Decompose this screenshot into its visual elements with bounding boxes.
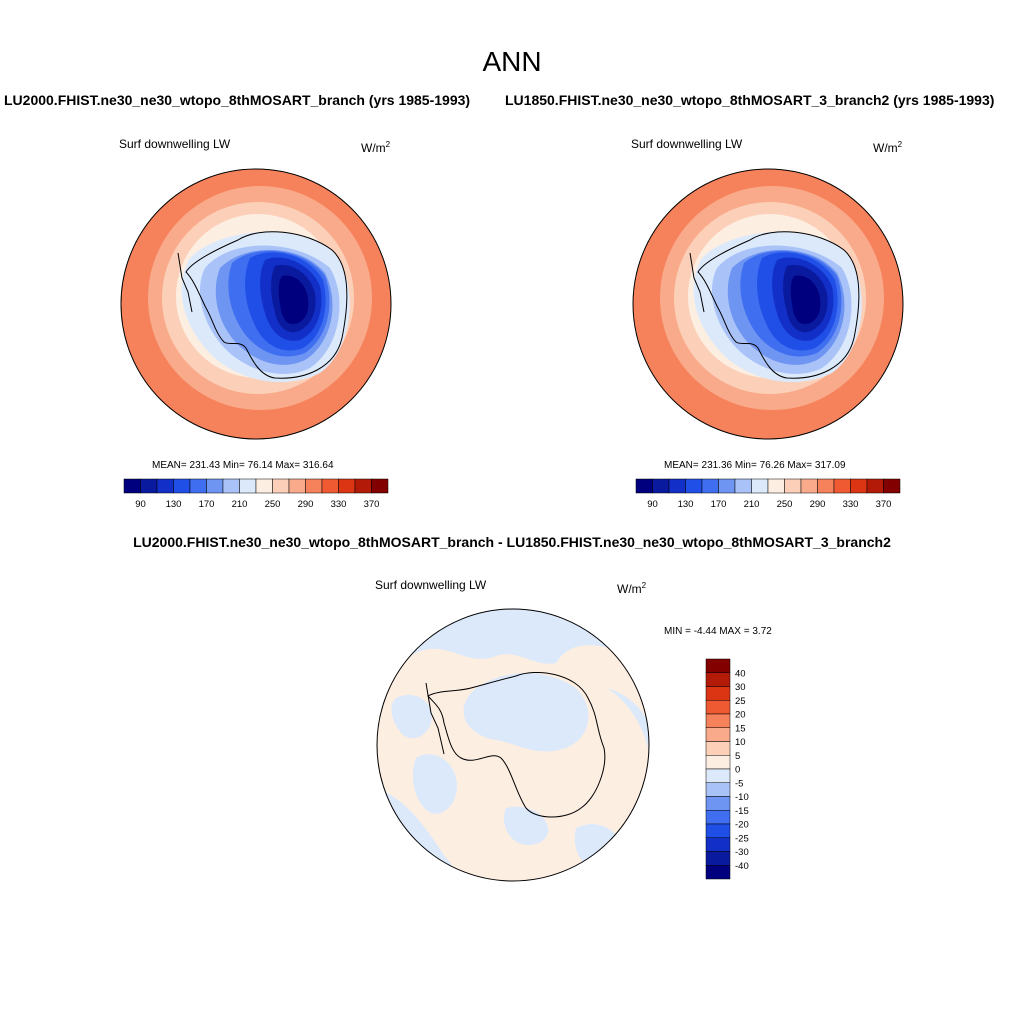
diff-variable-label: Surf downwelling LW: [375, 578, 487, 592]
colorbar-swatch: [705, 713, 731, 728]
colorbar-tick-label: 250: [777, 499, 793, 510]
colorbar-swatch: [705, 851, 731, 866]
colorbar-swatch: [705, 782, 731, 797]
colorbar-swatch: [123, 478, 141, 494]
colorbar-swatch: [140, 478, 158, 494]
colorbar-swatch: [705, 700, 731, 715]
colorbar-tick-label: 5: [735, 751, 740, 762]
right-polar-map: [632, 168, 904, 440]
colorbar-swatch: [705, 658, 731, 673]
colorbar-swatch: [288, 478, 306, 494]
left-unit-label: W/m2: [361, 140, 391, 155]
colorbar-tick-label: -30: [735, 847, 749, 858]
colorbar-swatch: [255, 478, 273, 494]
colorbar-swatch: [800, 478, 818, 494]
colorbar-swatch: [833, 478, 851, 494]
colorbar-swatch: [883, 478, 901, 494]
left-colorbar: 90 130 170 210 250 290 330 370: [123, 478, 389, 510]
colorbar-swatch: [371, 478, 389, 494]
colorbar-swatch: [705, 823, 731, 838]
colorbar-tick-label: 250: [265, 499, 281, 510]
colorbar-tick-label: 210: [744, 499, 760, 510]
colorbar-swatch: [305, 478, 323, 494]
colorbar-swatch: [354, 478, 372, 494]
left-case-title: LU2000.FHIST.ne30_ne30_wtopo_8thMOSART_b…: [4, 92, 471, 108]
colorbar-swatch: [239, 478, 257, 494]
colorbar-tick-label: 20: [735, 710, 746, 721]
colorbar-swatch: [668, 478, 686, 494]
colorbar-swatch: [156, 478, 174, 494]
colorbar-tick-label: 130: [678, 499, 694, 510]
right-case-title: LU1850.FHIST.ne30_ne30_wtopo_8thMOSART_3…: [505, 92, 995, 108]
colorbar-tick-label: 0: [735, 765, 740, 776]
colorbar-swatch: [705, 837, 731, 852]
colorbar-swatch: [718, 478, 736, 494]
colorbar-swatch: [705, 768, 731, 783]
colorbar-swatch: [866, 478, 884, 494]
colorbar-tick-label: -5: [735, 778, 743, 789]
colorbar-tick-label: 290: [298, 499, 314, 510]
colorbar-swatch: [705, 741, 731, 756]
colorbar-tick-label: 90: [135, 499, 146, 510]
right-colorbar: 90 130 170 210 250 290 330 370: [635, 478, 901, 510]
colorbar-swatch: [705, 796, 731, 811]
right-variable-label: Surf downwelling LW: [631, 137, 743, 151]
colorbar-swatch: [173, 478, 191, 494]
colorbar-swatch: [222, 478, 240, 494]
difference-title: LU2000.FHIST.ne30_ne30_wtopo_8thMOSART_b…: [133, 534, 891, 550]
colorbar-swatch: [701, 478, 719, 494]
colorbar-tick-label: 25: [735, 696, 746, 707]
difference-polar-map: [376, 608, 650, 882]
difference-colorbar: 40 30 25 20 15 10 5 0 -5 -10 -15 -20 -25 -30 -40: [705, 658, 749, 880]
colorbar-swatch: [850, 478, 868, 494]
figure-title: ANN: [482, 46, 542, 77]
colorbar-swatch: [817, 478, 835, 494]
colorbar-swatch: [338, 478, 356, 494]
colorbar-swatch: [685, 478, 703, 494]
right-stats: MEAN= 231.36 Min= 76.26 Max= 317.09: [664, 460, 846, 471]
left-variable-label: Surf downwelling LW: [119, 137, 231, 151]
left-polar-map: [120, 168, 392, 440]
colorbar-swatch: [705, 686, 731, 701]
colorbar-swatch: [784, 478, 802, 494]
right-unit-label: W/m2: [873, 140, 903, 155]
colorbar-tick-label: 30: [735, 682, 746, 693]
diff-unit-label: W/m2: [617, 581, 647, 596]
colorbar-swatch: [652, 478, 670, 494]
colorbar-tick-label: 370: [876, 499, 892, 510]
colorbar-tick-label: -25: [735, 833, 749, 844]
colorbar-tick-label: 40: [735, 668, 746, 679]
colorbar-swatch: [705, 755, 731, 770]
colorbar-swatch: [321, 478, 339, 494]
colorbar-swatch: [189, 478, 207, 494]
colorbar-tick-label: 15: [735, 723, 746, 734]
colorbar-tick-label: -10: [735, 792, 749, 803]
colorbar-tick-label: 130: [166, 499, 182, 510]
colorbar-swatch: [635, 478, 653, 494]
left-stats: MEAN= 231.43 Min= 76.14 Max= 316.64: [152, 460, 334, 471]
colorbar-tick-label: -20: [735, 820, 749, 831]
colorbar-tick-label: -40: [735, 861, 749, 872]
colorbar-tick-label: 290: [810, 499, 826, 510]
colorbar-tick-label: -15: [735, 806, 749, 817]
colorbar-swatch: [705, 727, 731, 742]
colorbar-swatch: [206, 478, 224, 494]
colorbar-tick-label: 10: [735, 737, 746, 748]
colorbar-tick-label: 370: [364, 499, 380, 510]
colorbar-swatch: [705, 810, 731, 825]
diff-stats: MIN = -4.44 MAX = 3.72: [664, 626, 772, 637]
colorbar-tick-label: 90: [647, 499, 658, 510]
colorbar-swatch: [705, 672, 731, 687]
colorbar-tick-label: 210: [232, 499, 248, 510]
colorbar-swatch: [734, 478, 752, 494]
colorbar-tick-label: 170: [711, 499, 727, 510]
colorbar-swatch: [705, 865, 731, 880]
colorbar-swatch: [751, 478, 769, 494]
colorbar-tick-label: 170: [199, 499, 215, 510]
colorbar-tick-label: 330: [331, 499, 347, 510]
colorbar-swatch: [767, 478, 785, 494]
colorbar-tick-label: 330: [843, 499, 859, 510]
colorbar-swatch: [272, 478, 290, 494]
